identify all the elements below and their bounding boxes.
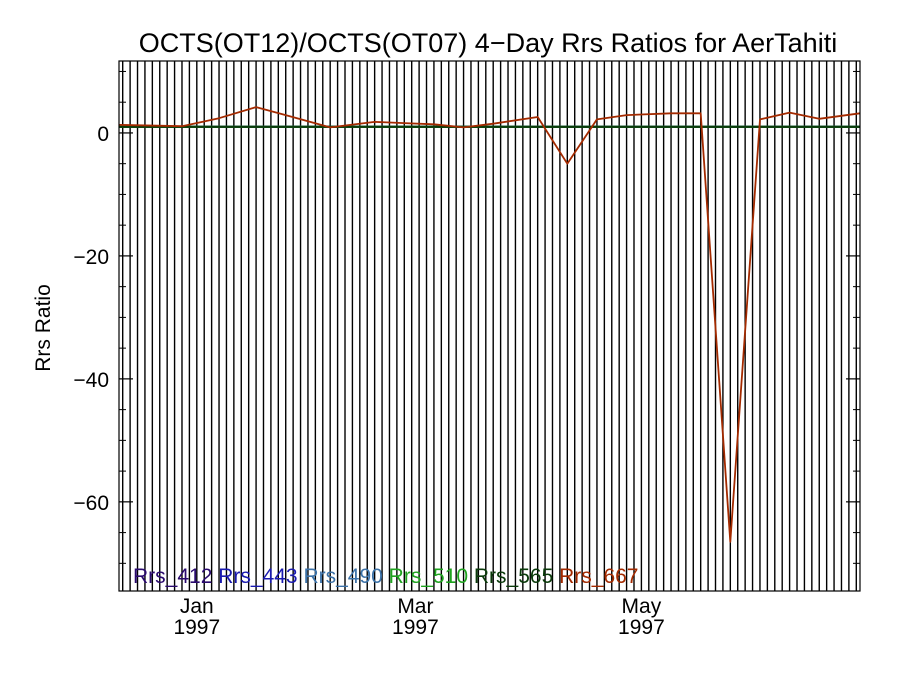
legend-entry-rrs-443: Rrs_443 xyxy=(212,565,297,588)
x-tick-label-month: Mar xyxy=(397,595,433,618)
x-tick-label-month: Jan xyxy=(180,595,214,618)
legend-text: Rrs_412 Rrs_443 Rrs_490 Rrs_510 Rrs_565 … xyxy=(133,565,638,588)
axis-ticks xyxy=(119,70,860,564)
series-lines xyxy=(118,106,861,543)
y-axis-label: Rrs Ratio xyxy=(32,284,55,372)
legend-entry-rrs-667: Rrs_667 xyxy=(553,565,638,588)
legend-entry-rrs-510: Rrs_510 xyxy=(383,565,468,588)
x-tick-label-month: May xyxy=(622,595,662,618)
legend: Rrs_412 Rrs_443 Rrs_490 Rrs_510 Rrs_565 … xyxy=(133,565,638,588)
y-tick-label: 0 xyxy=(97,123,109,146)
y-tick-label: −20 xyxy=(73,246,109,269)
x-tick-label-year: 1997 xyxy=(173,616,220,639)
x-tick-label-year: 1997 xyxy=(618,616,665,639)
legend-entry-rrs-565: Rrs_565 xyxy=(468,565,553,588)
x-tick-label-year: 1997 xyxy=(392,616,439,639)
y-tick-label: −60 xyxy=(73,492,109,515)
legend-entry-rrs-490: Rrs_490 xyxy=(298,565,383,588)
y-tick-label: −40 xyxy=(73,369,109,392)
series-line-rrs-667 xyxy=(118,106,861,543)
plot-frame xyxy=(118,60,861,592)
legend-entry-rrs-412: Rrs_412 xyxy=(133,565,212,588)
chart-title: OCTS(OT12)/OCTS(OT07) 4−Day Rrs Ratios f… xyxy=(139,28,837,58)
